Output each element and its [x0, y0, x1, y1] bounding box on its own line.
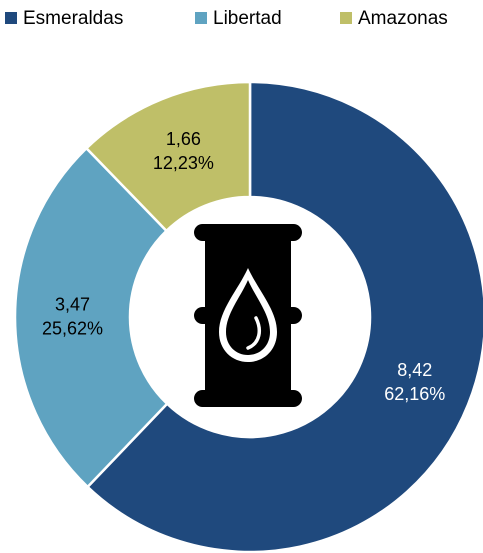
oil-barrel-icon — [194, 224, 302, 407]
donut-slice — [84, 80, 252, 233]
legend-swatch — [340, 12, 352, 24]
donut-slice — [13, 146, 169, 489]
legend-swatch — [5, 12, 17, 24]
legend-swatch — [195, 12, 207, 24]
legend-label: Amazonas — [358, 8, 448, 29]
percent-label: 25,62% — [42, 318, 103, 338]
legend-label: Esmeraldas — [23, 8, 123, 29]
slices — [13, 80, 483, 553]
donut-slice — [85, 80, 483, 553]
value-label: 8,42 — [397, 360, 432, 380]
value-label: 1,66 — [166, 129, 201, 149]
value-label: 3,47 — [55, 294, 90, 314]
legend-label: Libertad — [213, 8, 282, 29]
percent-label: 62,16% — [384, 384, 445, 404]
percent-label: 12,23% — [153, 153, 214, 173]
